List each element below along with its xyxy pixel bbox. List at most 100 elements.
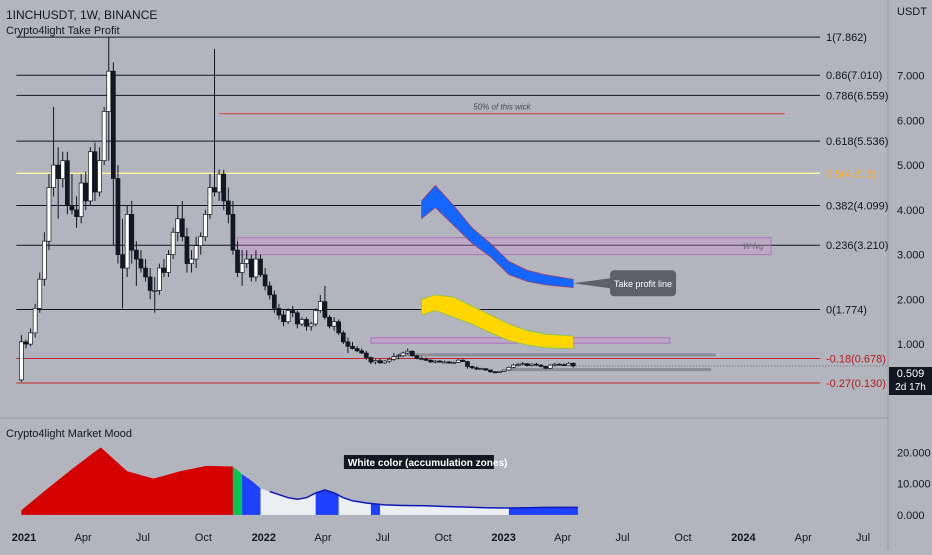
subpanel-title[interactable]: Crypto4light Market Mood: [6, 428, 132, 440]
candle: [359, 348, 365, 354]
candle: [317, 294, 323, 313]
candle: [534, 362, 539, 367]
time-axis-tick: Apr: [314, 532, 331, 544]
time-axis-tick: 2024: [731, 532, 756, 544]
candle-body: [276, 307, 282, 316]
candle-body: [345, 341, 351, 347]
candle-body: [65, 160, 70, 206]
candle-body: [363, 352, 369, 358]
time-axis-tick: 2023: [491, 532, 515, 544]
mood-line: [269, 489, 578, 509]
candle-body: [547, 364, 553, 369]
time-axis-tick: Jul: [616, 532, 630, 544]
candle: [557, 363, 562, 366]
mood-segment-white: [380, 504, 509, 515]
candle: [511, 363, 516, 369]
candle: [368, 356, 374, 365]
candle: [322, 285, 328, 320]
candle: [88, 147, 93, 206]
countdown-badge: 2d 17h: [889, 381, 932, 395]
candle: [552, 362, 558, 367]
fib-level-label: 0.5(4.818): [826, 168, 876, 180]
candle-body: [340, 332, 346, 343]
candle-body: [115, 178, 121, 255]
symbol-title[interactable]: 1INCHUSDT, 1W, BINANCE: [6, 8, 158, 22]
candle-body: [543, 366, 549, 369]
candle-body: [189, 258, 194, 264]
candle-body: [451, 362, 457, 364]
candle-body: [221, 173, 227, 202]
candle: [42, 232, 47, 286]
candle: [170, 227, 176, 260]
candle-body: [506, 366, 512, 371]
candle: [336, 319, 342, 336]
candle: [561, 363, 567, 367]
candle: [460, 359, 466, 362]
candle: [382, 360, 388, 364]
mood-annotation-text: White color (accumulation zones): [348, 458, 507, 469]
fvg-zone-label: W-fvg: [743, 242, 764, 251]
candle: [419, 356, 424, 361]
candle: [258, 254, 263, 277]
candle: [267, 281, 273, 300]
candle: [400, 351, 406, 358]
candle-body: [101, 111, 107, 162]
price-axis-tick: 2.000: [897, 294, 925, 306]
candle-body: [202, 214, 208, 238]
candle-body: [97, 160, 102, 193]
candle: [138, 250, 144, 273]
mood-axis-tick: 20.000: [897, 447, 931, 459]
candle-body: [156, 267, 162, 291]
candle: [405, 348, 411, 355]
candle-body: [561, 364, 567, 367]
candle-body: [152, 290, 158, 292]
candle: [290, 306, 296, 318]
candle-body: [179, 218, 185, 238]
candle-body: [511, 364, 516, 368]
candle: [350, 341, 355, 350]
callout-text: Take profit line: [614, 279, 672, 289]
candle-body: [285, 310, 291, 323]
candle-body: [304, 319, 309, 327]
fib-level-label: 0.786(6.559): [826, 90, 888, 102]
candle-body: [405, 350, 411, 354]
candle: [124, 205, 130, 277]
candle: [451, 361, 457, 364]
candle-body: [290, 310, 296, 314]
candle-body: [534, 363, 539, 366]
mood-segment-blue: [315, 490, 339, 515]
price-axis-tick: 4.000: [897, 205, 925, 217]
candle: [60, 151, 66, 188]
candle: [179, 200, 185, 242]
candle-body: [414, 355, 420, 359]
wick-half-label: 50% of this wick: [473, 103, 531, 112]
candle: [345, 337, 351, 354]
candle-body: [83, 182, 89, 202]
candle-body: [327, 316, 332, 327]
candle: [106, 37, 112, 161]
candle: [212, 48, 217, 197]
candle: [547, 364, 553, 369]
candle: [488, 369, 493, 373]
candle-body: [212, 187, 217, 193]
candle: [391, 353, 397, 361]
candle-body: [391, 356, 397, 360]
candle: [120, 218, 125, 309]
mood-segment-red: [21, 447, 233, 515]
candle: [281, 310, 286, 327]
indicator-title[interactable]: Crypto4light Take Profit: [6, 25, 120, 37]
candle: [189, 250, 194, 273]
candle: [46, 174, 52, 251]
candle-body: [432, 360, 438, 363]
candle-body: [400, 352, 406, 357]
mood-segment-white: [260, 488, 316, 515]
candle: [69, 174, 75, 215]
time-axis-tick: Apr: [554, 532, 571, 544]
candle-body: [419, 358, 424, 360]
candle-body: [253, 258, 259, 278]
candle: [78, 174, 84, 224]
candle: [285, 308, 291, 324]
take-profit-blue-band: [421, 184, 574, 289]
time-axis-tick: Apr: [795, 532, 812, 544]
price-axis-tick: 5.000: [897, 160, 925, 172]
